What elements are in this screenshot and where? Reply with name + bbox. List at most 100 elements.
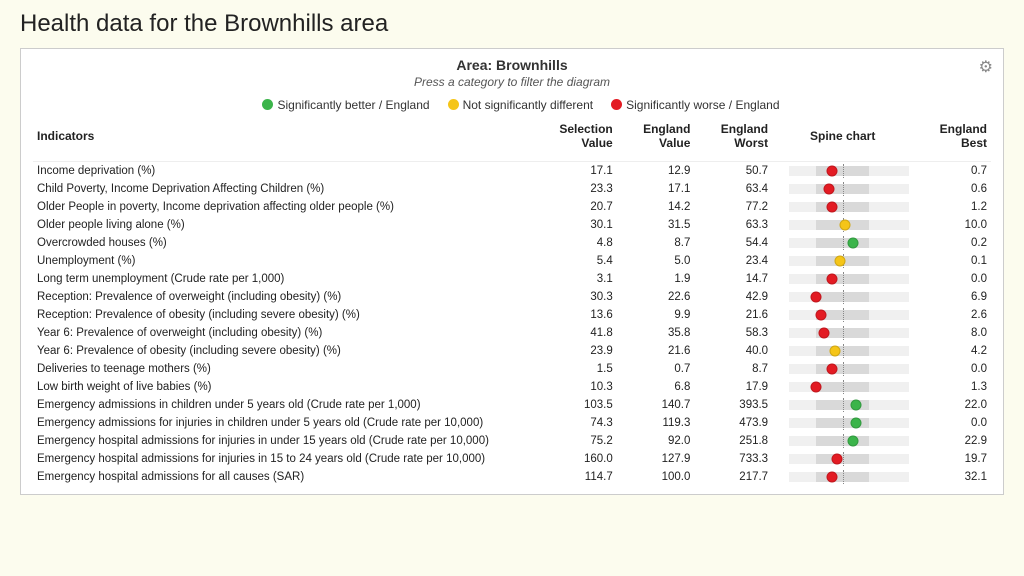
best-value: 22.0: [913, 396, 991, 414]
legend-dot[interactable]: [611, 99, 622, 110]
worst-value: 393.5: [694, 396, 772, 414]
selection-value: 13.6: [539, 306, 617, 324]
indicator-cell[interactable]: Overcrowded houses (%): [33, 234, 539, 252]
table-row: Year 6: Prevalence of overweight (includ…: [33, 324, 991, 342]
header-selection[interactable]: Selection Value: [539, 116, 617, 161]
header-england[interactable]: England Value: [617, 116, 695, 161]
selection-value: 74.3: [539, 414, 617, 432]
england-value: 119.3: [617, 414, 695, 432]
indicator-cell[interactable]: Emergency admissions in children under 5…: [33, 396, 539, 414]
best-value: 0.7: [913, 161, 991, 180]
selection-value: 3.1: [539, 270, 617, 288]
table-row: Reception: Prevalence of overweight (inc…: [33, 288, 991, 306]
best-value: 32.1: [913, 468, 991, 486]
england-value: 5.0: [617, 252, 695, 270]
selection-value: 10.3: [539, 378, 617, 396]
selection-value: 160.0: [539, 450, 617, 468]
worst-value: 473.9: [694, 414, 772, 432]
best-value: 2.6: [913, 306, 991, 324]
indicator-cell[interactable]: Older people living alone (%): [33, 216, 539, 234]
spine-marker: [827, 201, 838, 212]
table-row: Emergency hospital admissions for injuri…: [33, 450, 991, 468]
england-value: 8.7: [617, 234, 695, 252]
worst-value: 23.4: [694, 252, 772, 270]
indicator-cell[interactable]: Emergency hospital admissions for all ca…: [33, 468, 539, 486]
best-value: 0.2: [913, 234, 991, 252]
spine-cell: [772, 378, 913, 396]
best-value: 0.0: [913, 414, 991, 432]
spine-cell: [772, 342, 913, 360]
indicator-cell[interactable]: Reception: Prevalence of overweight (inc…: [33, 288, 539, 306]
indicator-cell[interactable]: Child Poverty, Income Deprivation Affect…: [33, 180, 539, 198]
selection-value: 20.7: [539, 198, 617, 216]
worst-value: 63.4: [694, 180, 772, 198]
best-value: 1.2: [913, 198, 991, 216]
header-worst[interactable]: England Worst: [694, 116, 772, 161]
data-panel: ⚙ Area: Brownhills Press a category to f…: [20, 48, 1004, 495]
spine-cell: [772, 306, 913, 324]
best-value: 6.9: [913, 288, 991, 306]
spine-marker: [829, 345, 840, 356]
header-indicators[interactable]: Indicators: [33, 116, 539, 161]
worst-value: 50.7: [694, 161, 772, 180]
worst-value: 217.7: [694, 468, 772, 486]
table-row: Income deprivation (%)17.112.950.70.7: [33, 161, 991, 180]
spine-marker: [851, 417, 862, 428]
legend-label[interactable]: Not significantly different: [463, 98, 594, 112]
selection-value: 5.4: [539, 252, 617, 270]
england-value: 6.8: [617, 378, 695, 396]
england-value: 0.7: [617, 360, 695, 378]
indicator-cell[interactable]: Reception: Prevalence of obesity (includ…: [33, 306, 539, 324]
worst-value: 251.8: [694, 432, 772, 450]
spine-cell: [772, 360, 913, 378]
best-value: 19.7: [913, 450, 991, 468]
indicator-cell[interactable]: Deliveries to teenage mothers (%): [33, 360, 539, 378]
indicator-cell[interactable]: Emergency hospital admissions for injuri…: [33, 450, 539, 468]
selection-value: 114.7: [539, 468, 617, 486]
table-row: Emergency hospital admissions for all ca…: [33, 468, 991, 486]
legend-label[interactable]: Significantly worse / England: [626, 98, 779, 112]
spine-marker: [840, 219, 851, 230]
gear-icon[interactable]: ⚙: [979, 57, 993, 77]
worst-value: 77.2: [694, 198, 772, 216]
worst-value: 40.0: [694, 342, 772, 360]
spine-cell: [772, 468, 913, 486]
england-value: 14.2: [617, 198, 695, 216]
spine-marker: [832, 453, 843, 464]
spine-marker: [827, 363, 838, 374]
indicator-cell[interactable]: Unemployment (%): [33, 252, 539, 270]
spine-marker: [811, 381, 822, 392]
table-row: Reception: Prevalence of obesity (includ…: [33, 306, 991, 324]
worst-value: 63.3: [694, 216, 772, 234]
legend: Significantly better / England Not signif…: [33, 97, 991, 112]
selection-value: 23.3: [539, 180, 617, 198]
england-value: 22.6: [617, 288, 695, 306]
table-row: Child Poverty, Income Deprivation Affect…: [33, 180, 991, 198]
indicator-cell[interactable]: Older People in poverty, Income deprivat…: [33, 198, 539, 216]
spine-cell: [772, 216, 913, 234]
legend-dot[interactable]: [448, 99, 459, 110]
best-value: 0.0: [913, 270, 991, 288]
indicator-cell[interactable]: Year 6: Prevalence of obesity (including…: [33, 342, 539, 360]
worst-value: 54.4: [694, 234, 772, 252]
indicator-cell[interactable]: Emergency admissions for injuries in chi…: [33, 414, 539, 432]
spine-cell: [772, 270, 913, 288]
selection-value: 30.1: [539, 216, 617, 234]
indicator-cell[interactable]: Income deprivation (%): [33, 161, 539, 180]
england-value: 1.9: [617, 270, 695, 288]
indicator-cell[interactable]: Year 6: Prevalence of overweight (includ…: [33, 324, 539, 342]
england-value: 35.8: [617, 324, 695, 342]
worst-value: 21.6: [694, 306, 772, 324]
selection-value: 1.5: [539, 360, 617, 378]
indicator-cell[interactable]: Low birth weight of live babies (%): [33, 378, 539, 396]
spine-cell: [772, 432, 913, 450]
worst-value: 733.3: [694, 450, 772, 468]
header-spine[interactable]: Spine chart: [772, 116, 913, 161]
indicator-cell[interactable]: Long term unemployment (Crude rate per 1…: [33, 270, 539, 288]
legend-label[interactable]: Significantly better / England: [277, 98, 429, 112]
header-best[interactable]: England Best: [913, 116, 991, 161]
best-value: 0.6: [913, 180, 991, 198]
legend-dot[interactable]: [262, 99, 273, 110]
indicator-cell[interactable]: Emergency hospital admissions for injuri…: [33, 432, 539, 450]
spine-cell: [772, 450, 913, 468]
